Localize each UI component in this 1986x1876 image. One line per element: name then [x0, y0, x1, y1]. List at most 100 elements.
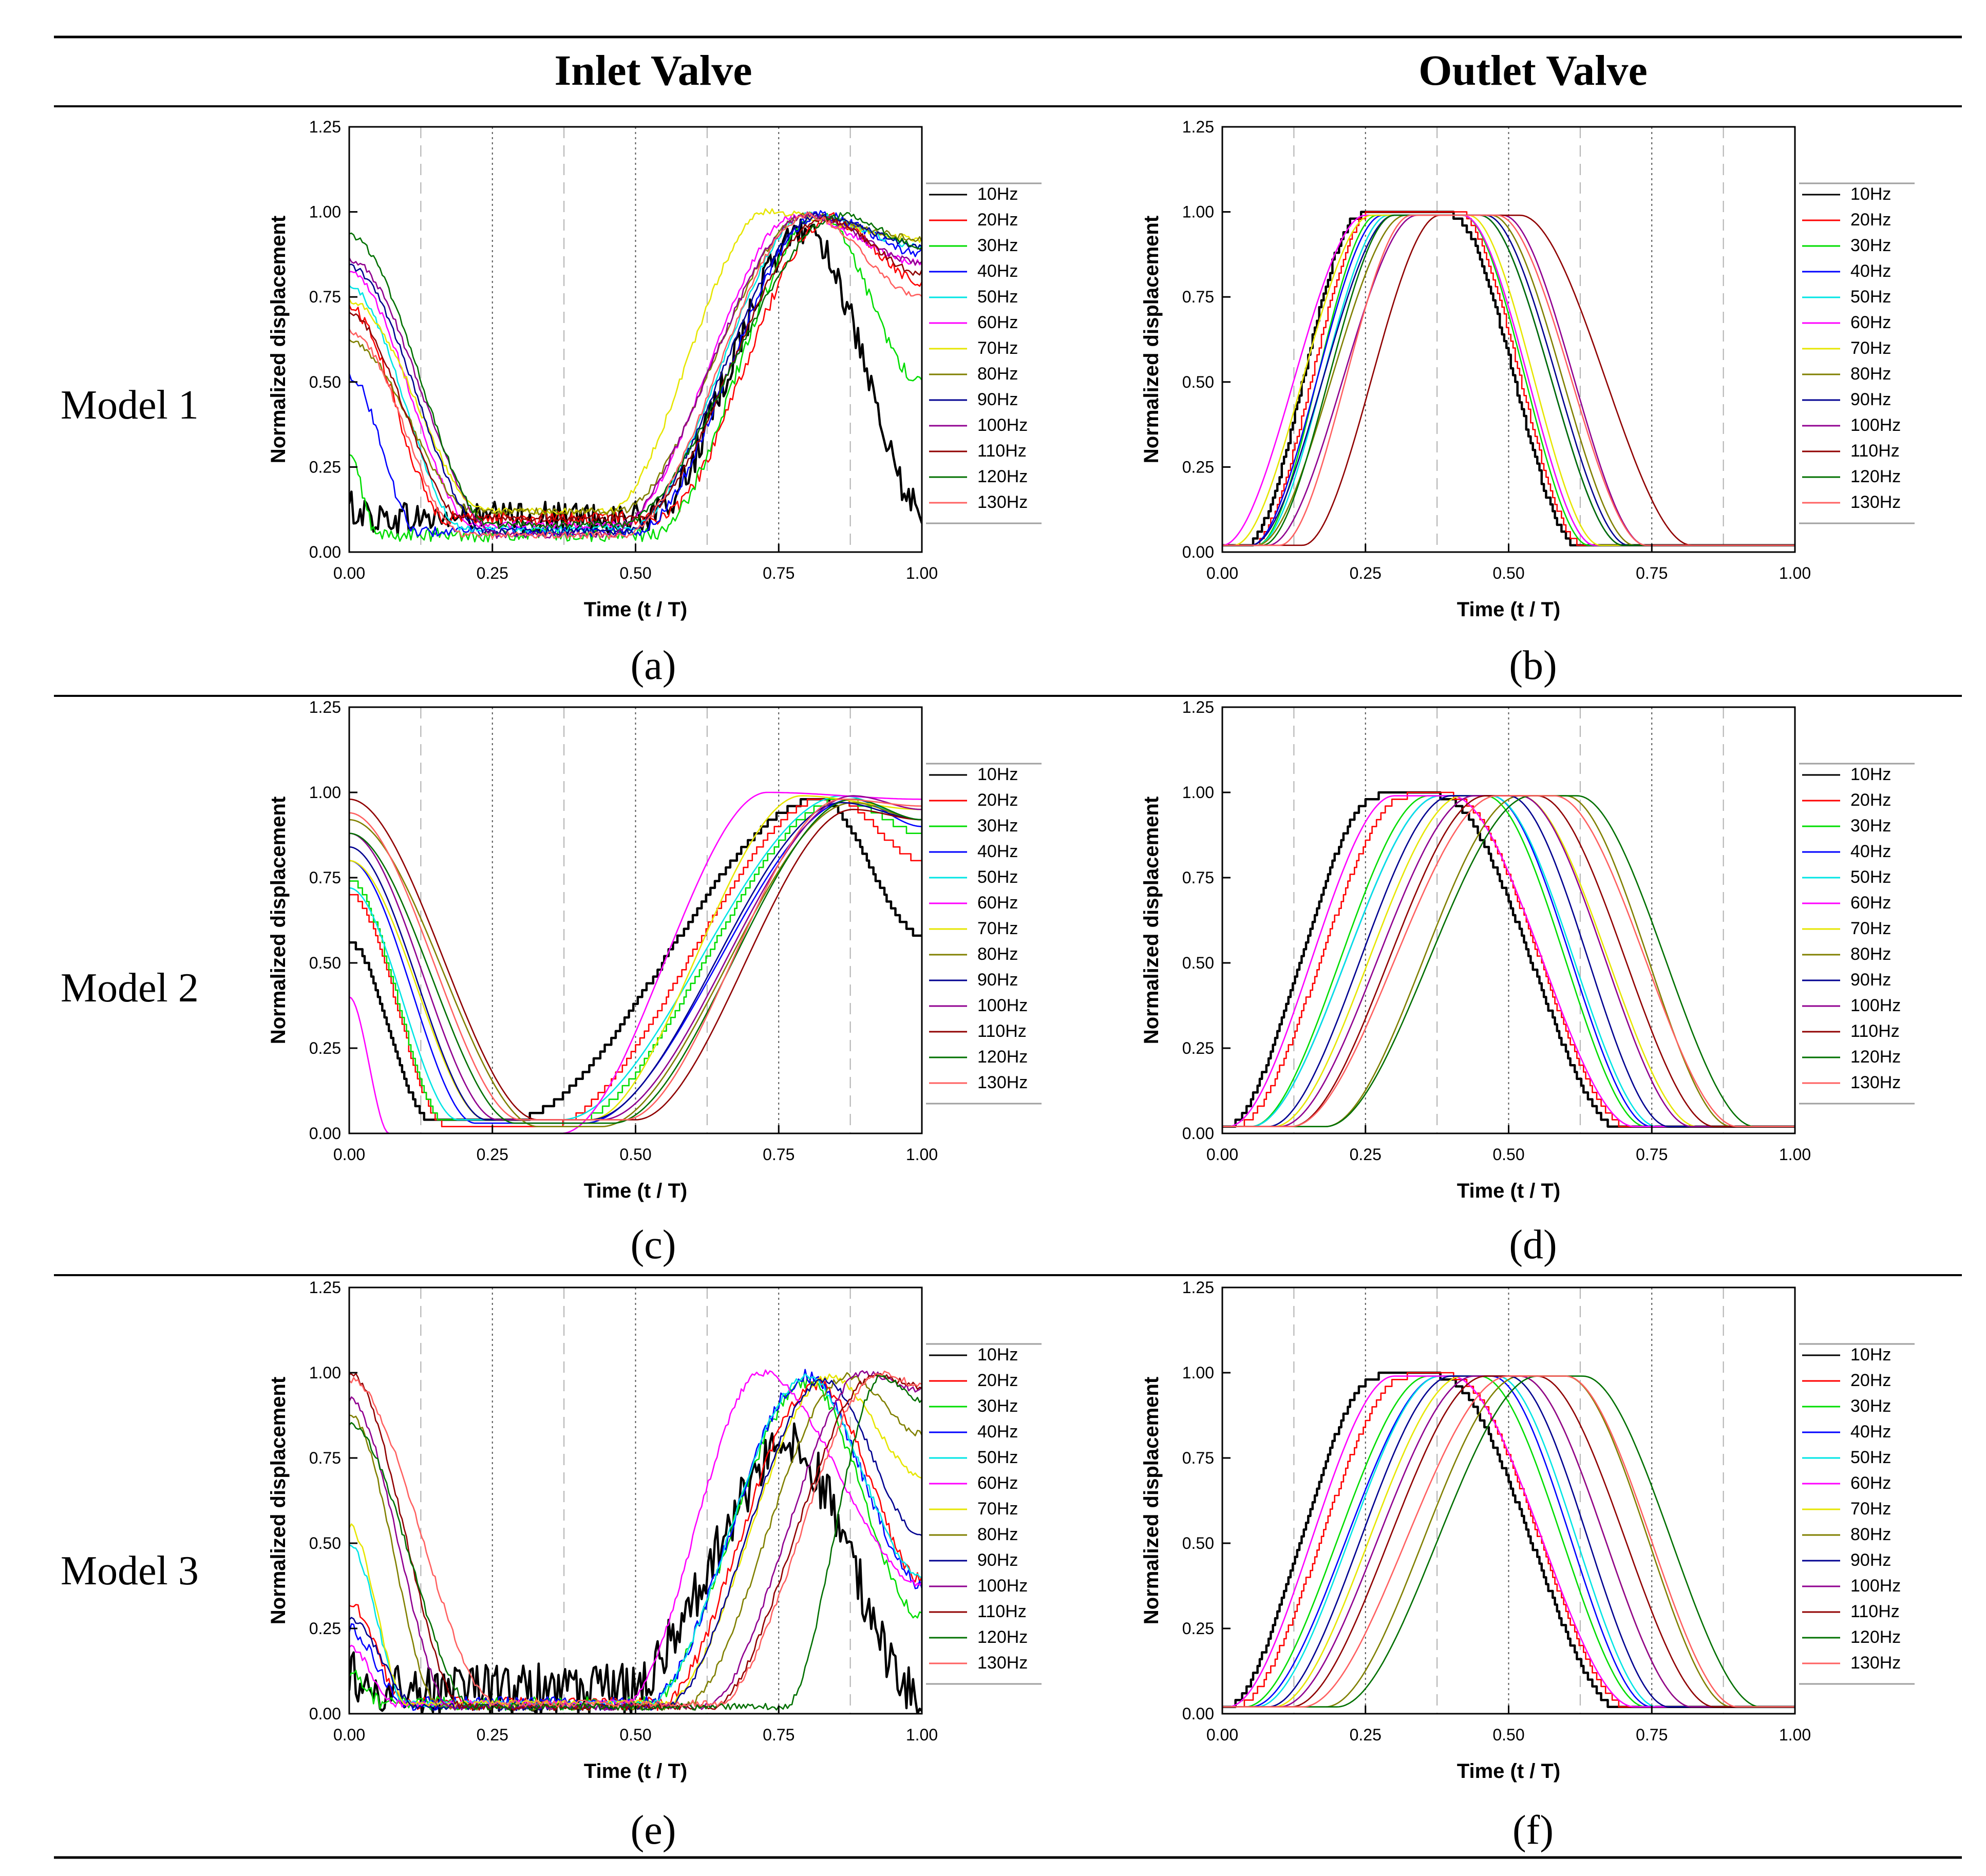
legend-label-130Hz: 130Hz — [1850, 1653, 1901, 1673]
legend-label-20Hz: 20Hz — [977, 210, 1018, 230]
legend-label-30Hz: 30Hz — [977, 236, 1018, 255]
y-tick-label: 0.75 — [1182, 1449, 1214, 1467]
legend-label-110Hz: 110Hz — [1850, 1021, 1900, 1041]
legend-label-30Hz: 30Hz — [1850, 816, 1891, 836]
legend-label-10Hz: 10Hz — [1850, 765, 1891, 784]
y-axis-label: Normalized displacement — [1140, 1377, 1163, 1624]
y-tick-label: 0.50 — [1182, 954, 1214, 972]
y-tick-label: 0.75 — [309, 1449, 341, 1467]
y-tick-label: 0.00 — [309, 1704, 341, 1723]
y-tick-label: 1.25 — [1182, 1278, 1214, 1297]
series-line-110Hz — [349, 799, 922, 1121]
series-group — [349, 791, 922, 1133]
subfig-label-c: (c) — [631, 1222, 676, 1267]
series-line-30Hz — [349, 799, 922, 1121]
legend-label-90Hz: 90Hz — [1850, 390, 1891, 409]
table-frame: Inlet Valve Outlet Valve Model 1 Model 2… — [54, 35, 1962, 1859]
y-tick-label: 0.25 — [309, 1619, 341, 1638]
legend-label-110Hz: 110Hz — [1850, 1602, 1900, 1621]
x-tick-label: 0.50 — [1492, 564, 1524, 582]
legend-label-130Hz: 130Hz — [977, 1073, 1028, 1092]
row-label-model-3: Model 3 — [61, 1548, 199, 1594]
y-tick-label: 1.25 — [1182, 118, 1214, 136]
legend-label-90Hz: 90Hz — [977, 1550, 1018, 1570]
legend-label-130Hz: 130Hz — [977, 1653, 1028, 1673]
legend-label-100Hz: 100Hz — [1850, 996, 1901, 1015]
x-tick-label: 0.00 — [333, 1145, 365, 1164]
legend-label-120Hz: 120Hz — [1850, 1627, 1901, 1647]
legend-label-90Hz: 90Hz — [977, 970, 1018, 990]
y-tick-label: 0.00 — [309, 543, 341, 561]
legend-label-40Hz: 40Hz — [1850, 261, 1891, 281]
legend: 10Hz 20Hz 30Hz 40Hz 50Hz 60Hz 70Hz 80Hz 90Hz 100H… — [1799, 1343, 1915, 1685]
y-tick-label: 0.50 — [1182, 1534, 1214, 1552]
series-line-60Hz — [349, 791, 922, 1133]
plot-frame — [348, 1286, 923, 1715]
x-tick-label: 0.25 — [1350, 564, 1382, 582]
y-tick-label: 0.00 — [1182, 1704, 1214, 1723]
y-tick-label: 0.00 — [1182, 1124, 1214, 1143]
legend-label-30Hz: 30Hz — [1850, 1396, 1891, 1416]
legend: 10Hz 20Hz 30Hz 40Hz 50Hz 60Hz 70Hz 80Hz 90Hz 100H… — [1799, 182, 1915, 524]
legend-label-50Hz: 50Hz — [1850, 287, 1891, 307]
legend-label-30Hz: 30Hz — [1850, 236, 1891, 255]
plot-frame — [348, 706, 923, 1134]
y-tick-label: 1.00 — [309, 203, 341, 221]
chart-panel-b: 0.00 0.25 0.50 0.75 1.00 0.00 0.25 0.50 0.75 1.00… — [1140, 118, 1915, 621]
legend-label-30Hz: 30Hz — [977, 1396, 1018, 1416]
x-axis-label: Time (t / T) — [1457, 1760, 1560, 1783]
col-header-inlet: Inlet Valve — [554, 47, 752, 94]
chart-panel-e: 0.00 0.25 0.50 0.75 1.00 0.00 0.25 0.50 0.75 1.00… — [267, 1278, 1042, 1783]
series-group — [1222, 211, 1795, 547]
x-tick-label: 0.25 — [477, 1726, 508, 1744]
x-tick-label: 0.50 — [619, 1726, 651, 1744]
x-tick-label: 0.50 — [619, 564, 651, 582]
series-line-90Hz — [349, 212, 922, 536]
y-tick-label: 0.75 — [309, 288, 341, 306]
x-tick-label: 0.25 — [477, 564, 508, 582]
x-tick-label: 0.00 — [1206, 1726, 1238, 1744]
y-tick-label: 1.25 — [309, 698, 341, 716]
legend-label-60Hz: 60Hz — [977, 893, 1018, 913]
x-tick-label: 0.50 — [619, 1145, 651, 1164]
legend-label-120Hz: 120Hz — [1850, 1047, 1901, 1067]
y-tick-label: 0.75 — [309, 868, 341, 887]
series-line-50Hz — [349, 795, 922, 1121]
legend-label-20Hz: 20Hz — [1850, 790, 1891, 810]
legend-label-70Hz: 70Hz — [977, 338, 1018, 358]
charts: 0.00 0.25 0.50 0.75 1.00 0.00 0.25 0.50 0.75 1.00… — [267, 118, 1915, 1783]
y-tick-label: 0.25 — [1182, 1619, 1214, 1638]
y-tick-label: 0.75 — [1182, 868, 1214, 887]
x-tick-label: 0.75 — [1636, 1145, 1668, 1164]
legend-label-20Hz: 20Hz — [1850, 1371, 1891, 1390]
y-tick-label: 1.00 — [1182, 203, 1214, 221]
series-group — [349, 1369, 922, 1714]
subfig-label-f: (f) — [1512, 1808, 1554, 1853]
legend-label-100Hz: 100Hz — [1850, 1576, 1901, 1596]
legend-label-90Hz: 90Hz — [1850, 1550, 1891, 1570]
y-tick-label: 0.50 — [1182, 373, 1214, 391]
y-tick-label: 0.50 — [309, 954, 341, 972]
x-tick-label: 0.25 — [1350, 1726, 1382, 1744]
x-axis-label: Time (t / T) — [1457, 1180, 1560, 1202]
legend-label-20Hz: 20Hz — [977, 1371, 1018, 1390]
legend-label-80Hz: 80Hz — [1850, 364, 1891, 384]
legend-label-60Hz: 60Hz — [977, 313, 1018, 332]
y-tick-label: 0.25 — [309, 1039, 341, 1057]
legend-label-50Hz: 50Hz — [977, 867, 1018, 887]
series-group — [1222, 1371, 1795, 1708]
legend-label-100Hz: 100Hz — [977, 996, 1028, 1015]
x-tick-label: 0.00 — [333, 564, 365, 582]
series-line-10Hz — [349, 798, 922, 1121]
legend-label-40Hz: 40Hz — [977, 1422, 1018, 1442]
x-tick-label: 0.75 — [763, 1726, 795, 1744]
y-tick-label: 1.00 — [1182, 1363, 1214, 1382]
series-group — [349, 208, 922, 543]
legend-label-60Hz: 60Hz — [1850, 313, 1891, 332]
legend-label-130Hz: 130Hz — [1850, 1073, 1901, 1092]
legend-label-80Hz: 80Hz — [1850, 944, 1891, 964]
legend-label-60Hz: 60Hz — [977, 1473, 1018, 1493]
legend-label-120Hz: 120Hz — [977, 1047, 1028, 1067]
legend-label-50Hz: 50Hz — [977, 1448, 1018, 1467]
series-line-120Hz — [349, 212, 922, 529]
